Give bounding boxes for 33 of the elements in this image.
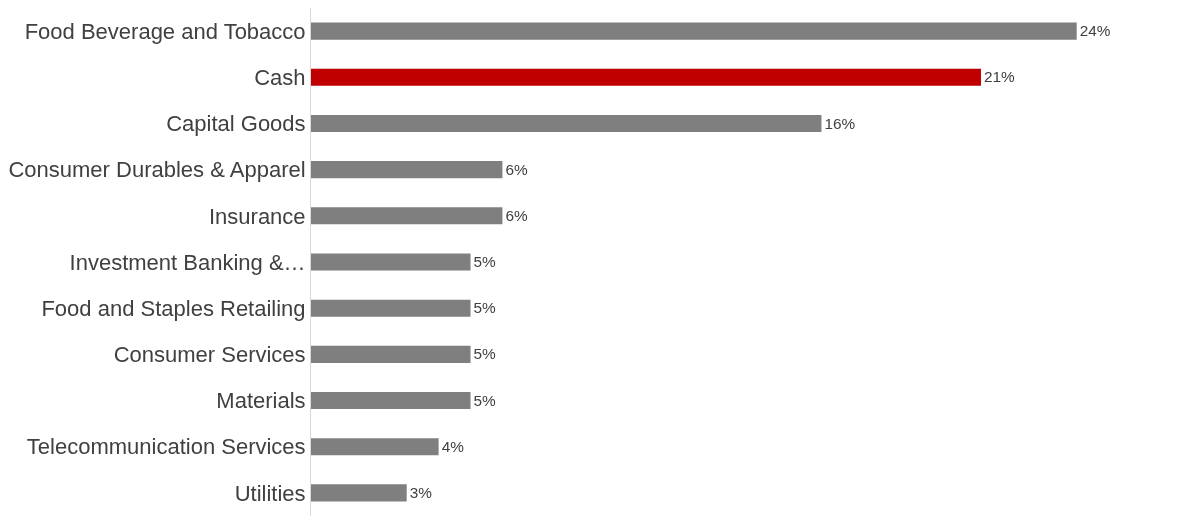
bar [311, 22, 1077, 40]
y-tick-label: Food Beverage and Tobacco [24, 18, 306, 44]
data-label: 16% [824, 114, 856, 132]
data-label: 21% [983, 68, 1016, 86]
y-tick-label: Insurance [208, 203, 306, 229]
data-label: 6% [505, 160, 528, 178]
data-label: 5% [473, 345, 497, 363]
y-tick-label: Telecommunication Services [26, 434, 306, 460]
y-tick-label: Materials [216, 388, 306, 414]
y-tick-label: Consumer Durables & Apparel [8, 157, 306, 183]
y-tick-label: Investment Banking &… [69, 249, 306, 275]
data-label: 24% [1079, 22, 1111, 40]
data-label: 4% [441, 437, 465, 455]
bar [311, 68, 981, 86]
data-label: 5% [473, 299, 497, 317]
y-tick-label: Consumer Services [113, 342, 306, 368]
bar [311, 345, 471, 363]
bar [311, 114, 822, 132]
data-label: 6% [505, 206, 528, 224]
bar [311, 299, 471, 317]
bar [311, 253, 471, 271]
y-tick-label: Cash [254, 64, 306, 90]
data-label: 5% [473, 253, 497, 271]
bar [311, 207, 503, 225]
y-tick-label: Utilities [234, 480, 306, 506]
bar [311, 484, 407, 502]
y-tick-label: Capital Goods [166, 111, 306, 137]
data-label: 3% [409, 484, 433, 502]
y-tick-label: Food and Staples Retailing [41, 295, 306, 321]
bar [311, 161, 503, 179]
bar [311, 438, 439, 456]
data-label: 5% [473, 391, 497, 409]
bar [311, 392, 471, 410]
